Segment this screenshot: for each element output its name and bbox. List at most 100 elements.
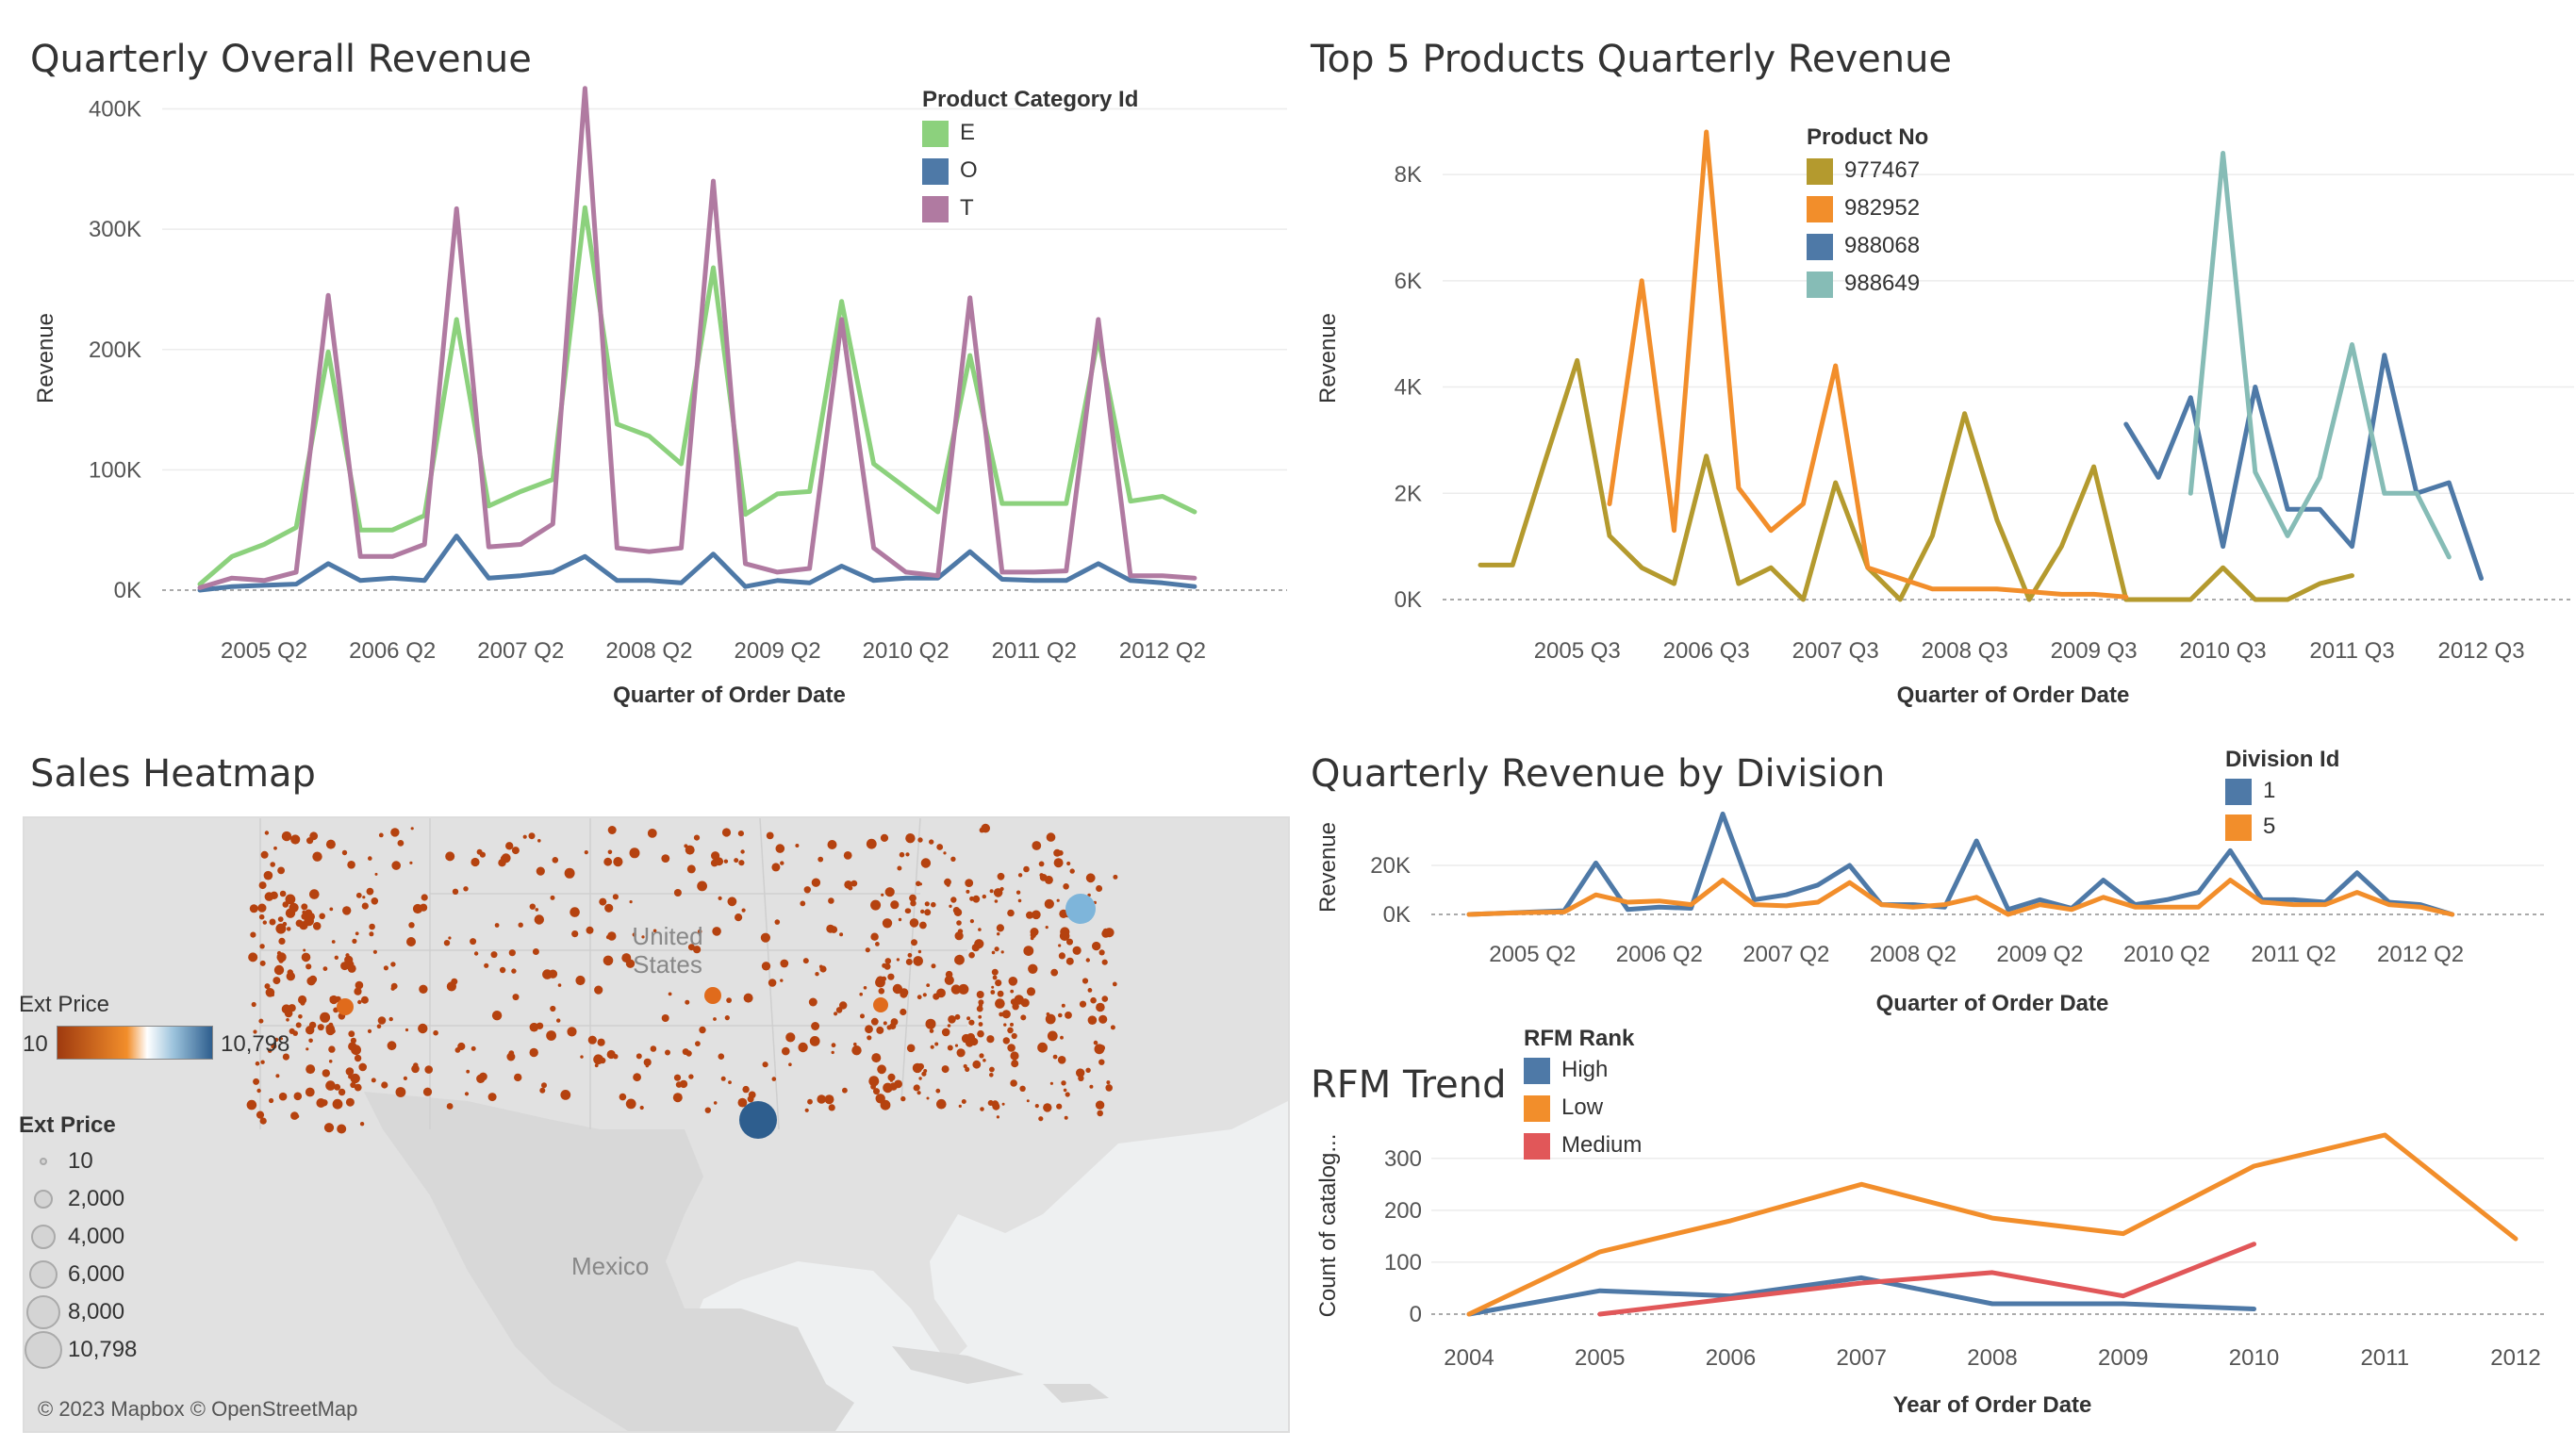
sales-dot[interactable] xyxy=(246,1099,257,1111)
sales-dot[interactable] xyxy=(325,839,336,849)
sales-dot[interactable] xyxy=(889,1082,898,1091)
sales-dot[interactable] xyxy=(522,834,527,839)
sales-dot[interactable] xyxy=(727,897,737,907)
sales-dot[interactable] xyxy=(1043,1103,1052,1112)
sales-dot[interactable] xyxy=(950,856,956,862)
sales-dot[interactable] xyxy=(332,1098,343,1110)
sales-dot-large[interactable] xyxy=(337,998,354,1015)
sales-dot[interactable] xyxy=(686,864,696,874)
sales-dot[interactable] xyxy=(897,865,902,871)
sales-dot[interactable] xyxy=(1060,927,1070,937)
sales-dot[interactable] xyxy=(875,1094,885,1104)
sales-dot[interactable] xyxy=(762,1061,768,1068)
sales-dot[interactable] xyxy=(390,986,395,991)
sales-dot[interactable] xyxy=(1046,832,1056,842)
sales-dot[interactable] xyxy=(334,1083,341,1091)
sales-dot[interactable] xyxy=(550,1005,556,1012)
sales-dot[interactable] xyxy=(921,1071,927,1077)
sales-dot[interactable] xyxy=(788,1062,792,1066)
sales-dot[interactable] xyxy=(259,944,265,949)
sales-dot[interactable] xyxy=(511,968,517,974)
sales-dot[interactable] xyxy=(329,907,334,912)
sales-dot[interactable] xyxy=(1017,873,1023,878)
sales-dot[interactable] xyxy=(978,1003,983,1008)
sales-dot[interactable] xyxy=(390,962,396,967)
sales-dot[interactable] xyxy=(661,854,670,863)
sales-dot[interactable] xyxy=(965,1066,970,1072)
sales-dot[interactable] xyxy=(995,979,1002,987)
sales-dot[interactable] xyxy=(978,928,982,931)
sales-dot[interactable] xyxy=(1065,1012,1072,1019)
sales-dot[interactable] xyxy=(454,1047,461,1053)
sales-dot[interactable] xyxy=(1079,1000,1087,1008)
sales-dot[interactable] xyxy=(1057,1056,1066,1064)
sales-dot[interactable] xyxy=(491,1011,503,1021)
sales-dot[interactable] xyxy=(371,897,379,905)
sales-dot[interactable] xyxy=(1087,988,1093,993)
sales-dot[interactable] xyxy=(284,1009,293,1018)
sales-dot[interactable] xyxy=(870,1017,879,1026)
sales-dot[interactable] xyxy=(1003,1023,1007,1027)
sales-dot[interactable] xyxy=(607,849,613,855)
sales-dot[interactable] xyxy=(337,1124,347,1134)
sales-dot[interactable] xyxy=(550,895,555,900)
sales-dot[interactable] xyxy=(290,834,301,845)
sales-dot[interactable] xyxy=(956,920,962,926)
sales-dot[interactable] xyxy=(1090,996,1097,1004)
sales-dot[interactable] xyxy=(506,1052,516,1061)
sales-dot[interactable] xyxy=(264,983,271,990)
sales-dot[interactable] xyxy=(688,1074,694,1079)
sales-dot[interactable] xyxy=(597,1038,605,1046)
sales-dot[interactable] xyxy=(956,1048,966,1058)
sales-dot[interactable] xyxy=(1026,1099,1030,1103)
legend-swatch-division-5[interactable] xyxy=(2225,814,2252,841)
sales-dot[interactable] xyxy=(735,913,743,922)
sales-dot[interactable] xyxy=(868,1076,880,1087)
sales-dot[interactable] xyxy=(599,897,607,906)
sales-dot[interactable] xyxy=(612,894,619,900)
sales-dot-large[interactable] xyxy=(739,1101,777,1139)
sales-dot[interactable] xyxy=(593,1054,603,1065)
sales-dot[interactable] xyxy=(774,919,781,925)
sales-dot[interactable] xyxy=(1098,1014,1108,1024)
sales-dot[interactable] xyxy=(1007,1027,1014,1034)
sales-dot[interactable] xyxy=(979,827,985,833)
sales-dot[interactable] xyxy=(737,1097,748,1108)
sales-dot[interactable] xyxy=(514,1073,522,1082)
sales-dot[interactable] xyxy=(720,1076,726,1081)
sales-dot[interactable] xyxy=(345,1097,355,1107)
sales-dot[interactable] xyxy=(340,962,350,971)
sales-dot[interactable] xyxy=(355,892,362,898)
sales-dot[interactable] xyxy=(941,1065,949,1074)
sales-dot[interactable] xyxy=(873,1088,880,1095)
sales-dot[interactable] xyxy=(255,1061,260,1066)
sales-dot[interactable] xyxy=(798,1042,808,1053)
sales-dot[interactable] xyxy=(319,913,326,920)
sales-dot[interactable] xyxy=(665,1049,670,1056)
legend-swatch-overall-T[interactable] xyxy=(922,196,949,222)
sales-dot[interactable] xyxy=(934,1042,939,1046)
legend-label-overall[interactable]: T xyxy=(960,195,974,221)
sales-dot[interactable] xyxy=(1049,1081,1053,1085)
sales-dot[interactable] xyxy=(258,881,267,890)
sales-dot[interactable] xyxy=(1101,996,1109,1002)
sales-dot[interactable] xyxy=(552,857,559,864)
sales-dot[interactable] xyxy=(354,1054,362,1062)
sales-dot[interactable] xyxy=(811,878,821,887)
sales-dot[interactable] xyxy=(905,958,913,965)
sales-dot[interactable] xyxy=(1010,989,1015,994)
sales-dot[interactable] xyxy=(672,1093,683,1103)
sales-dot[interactable] xyxy=(853,1046,858,1052)
sales-dot[interactable] xyxy=(771,1077,777,1081)
sales-dot[interactable] xyxy=(828,897,834,904)
sales-dot[interactable] xyxy=(1001,1102,1005,1106)
sales-dot[interactable] xyxy=(328,1045,336,1053)
sales-dot[interactable] xyxy=(748,1091,756,1099)
sales-dot[interactable] xyxy=(968,951,975,959)
legend-label-top5[interactable]: 988068 xyxy=(1844,233,1921,258)
sales-dot[interactable] xyxy=(383,965,388,971)
sales-dot[interactable] xyxy=(264,892,274,901)
legend-swatch-top5-988068[interactable] xyxy=(1807,234,1833,260)
sales-dot[interactable] xyxy=(476,1074,486,1083)
sales-dot[interactable] xyxy=(490,951,498,959)
